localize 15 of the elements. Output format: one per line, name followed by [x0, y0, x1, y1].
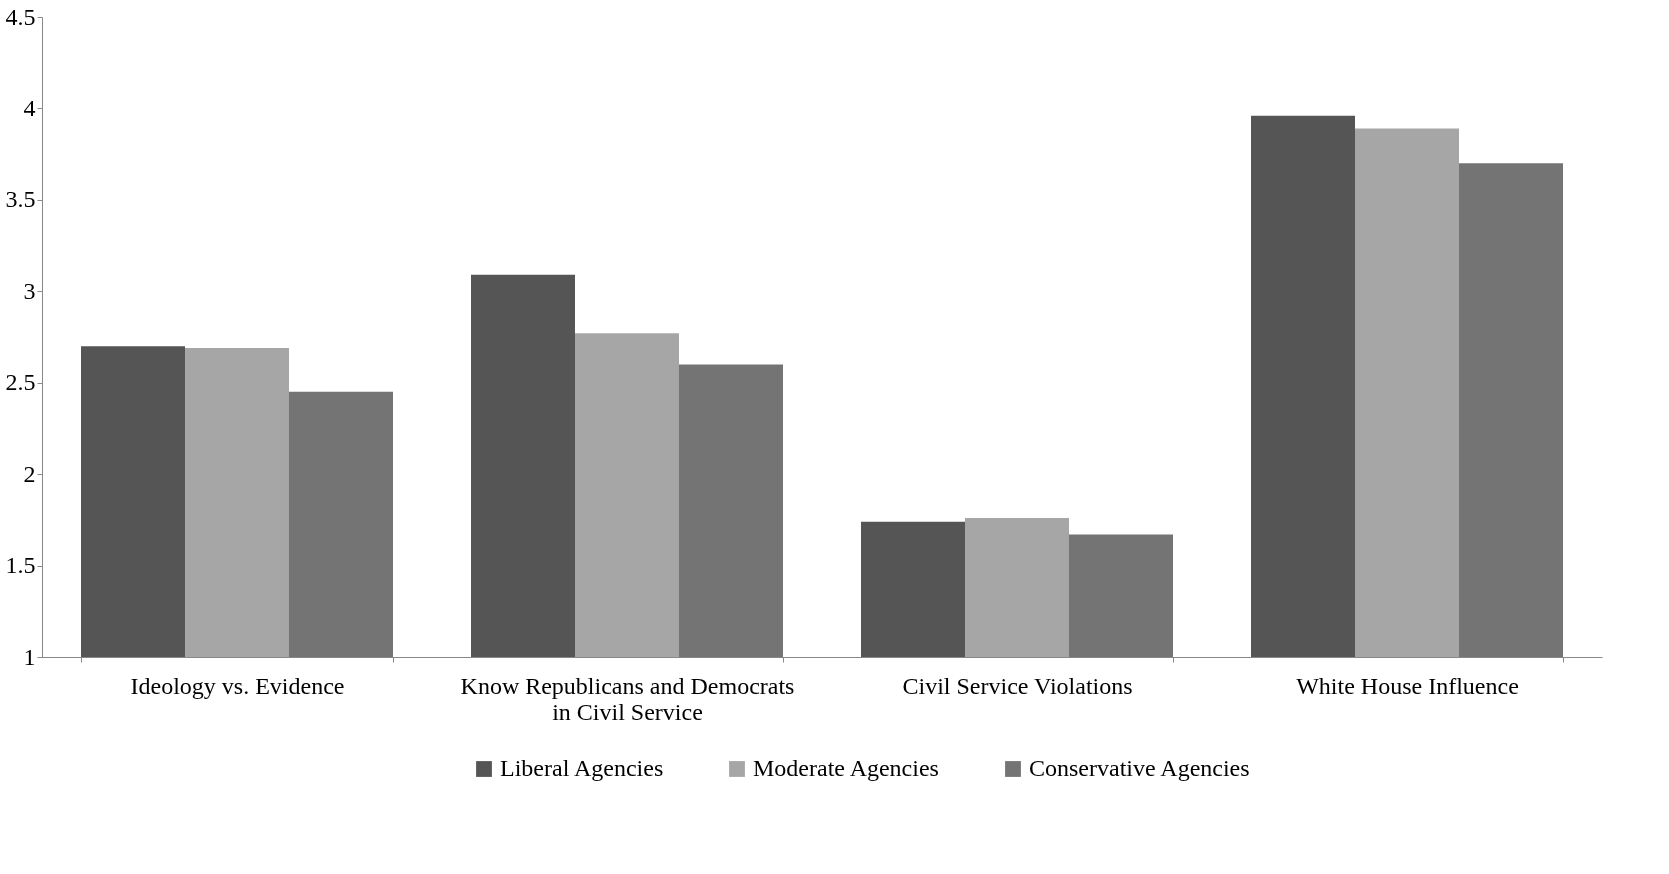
- y-tick-label: 4.5: [5, 3, 36, 30]
- x-tick-label: Civil Service Violations: [902, 672, 1133, 699]
- y-tick-label: 3: [23, 277, 36, 304]
- x-tick-label: White House Influence: [1296, 672, 1519, 699]
- y-tick-label: 3.5: [5, 186, 36, 213]
- legend-label: Liberal Agencies: [500, 755, 664, 781]
- y-tick-label: 4: [23, 94, 36, 121]
- legend-label: Moderate Agencies: [753, 755, 939, 781]
- legend-label: Conservative Agencies: [1029, 755, 1250, 781]
- x-tick-label: Ideology vs. Evidence: [130, 672, 345, 699]
- y-tick-label: 1: [23, 643, 36, 670]
- y-tick-label: 2: [23, 460, 36, 487]
- x-tick-label: Know Republicans and Democrats in Civil Service: [460, 672, 795, 725]
- y-tick-label: 1.5: [5, 552, 36, 579]
- y-tick-label: 2.5: [5, 369, 36, 396]
